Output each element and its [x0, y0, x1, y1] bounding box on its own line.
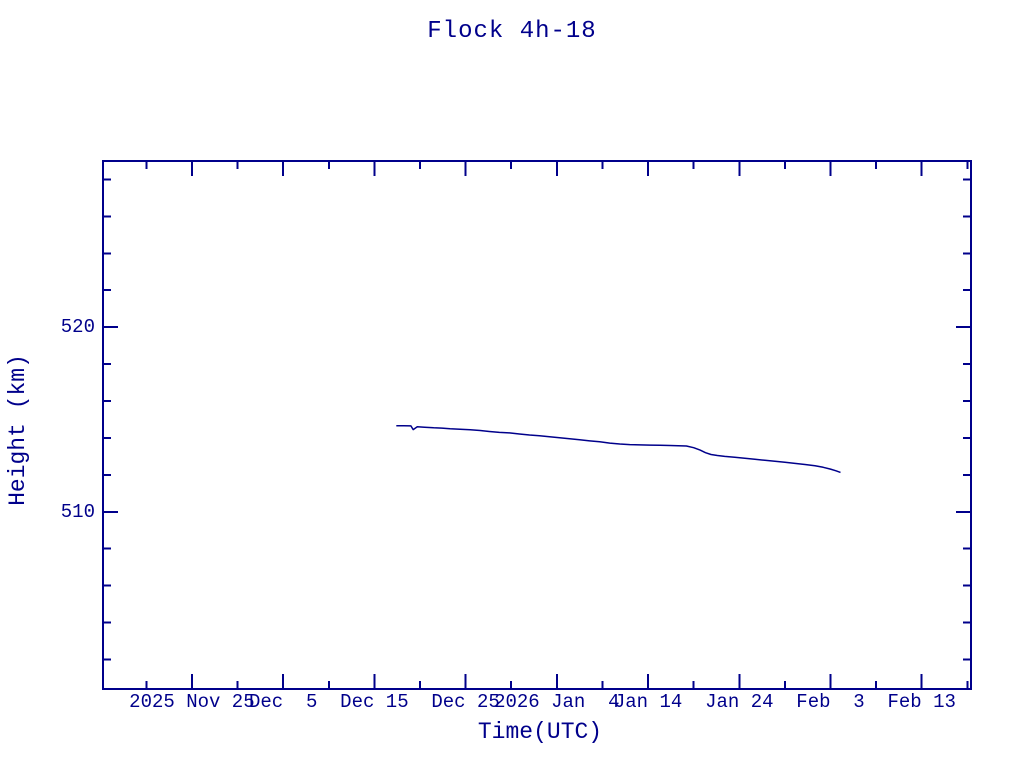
x-tick-label: Feb 13: [887, 691, 956, 713]
chart-title: Flock 4h-18: [427, 18, 597, 45]
x-tick-label: Jan 14: [613, 691, 683, 713]
x-tick-label: Dec 5: [248, 691, 318, 713]
x-tick-label: Feb 3: [796, 691, 865, 713]
y-axis-label: Height (km): [5, 354, 31, 506]
height-data-line: [396, 424, 841, 474]
x-tick-label: Dec 15: [340, 691, 409, 713]
x-tick-label: 2025 Nov 25: [129, 691, 255, 713]
x-tick-label: 2026 Jan 4: [494, 691, 620, 713]
y-tick-label: 520: [60, 316, 95, 339]
x-tick-label: Dec 25: [431, 691, 500, 713]
x-axis-label: Time(UTC): [477, 719, 603, 745]
y-tick-label: 510: [60, 500, 95, 523]
plot-frame: [102, 160, 972, 690]
x-tick-label: Jan 24: [705, 691, 774, 713]
